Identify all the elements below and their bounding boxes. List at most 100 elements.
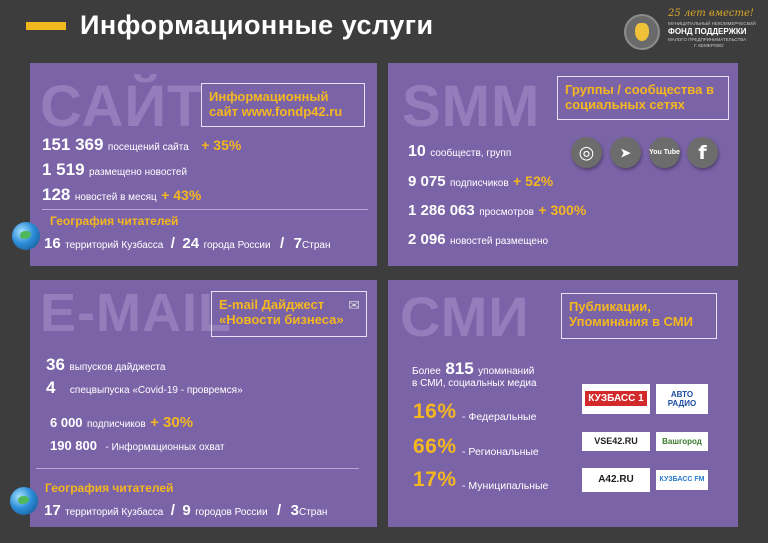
email-geo-slash-2: / — [277, 502, 282, 519]
email-subs-label: подписчиков — [87, 419, 146, 430]
site-heading: Информационный сайт www.fondp42.ru — [201, 83, 365, 127]
site-ghost-label: САЙТ — [40, 74, 204, 139]
site-monthly-row: 128 новостей в месяц + 43% — [42, 185, 201, 205]
vashgorod-logo[interactable]: Вашгород — [656, 432, 708, 451]
globe-icon — [12, 222, 40, 250]
smm-subscribers-label: подписчиков — [450, 178, 509, 189]
logo-line-2: ФОНД ПОДДЕРЖКИ — [668, 27, 747, 36]
site-visits-growth: + 35% — [201, 137, 242, 153]
smm-posted-value: 2 096 — [408, 231, 446, 248]
site-geo-territories-value: 16 — [44, 235, 61, 252]
email-heading-text: E-mail Дайджест «Новости бизнеса» — [219, 297, 344, 327]
email-geo-cities-label: городов России — [195, 507, 268, 518]
email-geo-countries-value: 3 — [290, 502, 299, 519]
site-geo-cities-label: города России — [203, 240, 271, 251]
email-geo-slash-1: / — [170, 502, 175, 519]
logo-anniversary: 25 лет вместе! — [668, 8, 754, 19]
smm-subscribers-value: 9 075 — [408, 173, 446, 190]
email-reach-label: - Информационных охват — [105, 442, 225, 453]
email-divider — [36, 468, 359, 469]
youtube-icon[interactable]: You Tube — [649, 137, 680, 168]
smm-views-value: 1 286 063 — [408, 202, 475, 219]
site-geo-slash-1: / — [170, 235, 175, 252]
smi-regional-pct: 66% — [413, 435, 457, 458]
fund-logo: 25 лет вместе! МУНИЦИПАЛЬНЫЙ НЕКОММЕРЧЕС… — [624, 8, 764, 54]
email-geo-cities-value: 9 — [182, 502, 191, 519]
smm-subscribers-growth: + 52% — [513, 173, 554, 189]
email-special-row: 4 спецвыпуска «Covid-19 - провремся» — [46, 378, 243, 398]
smi-municipal-label: - Муниципальные — [462, 480, 549, 492]
smi-ghost-label: СМИ — [400, 285, 530, 348]
smi-federal-pct: 16% — [413, 400, 457, 423]
email-geo-title: География читателей — [45, 481, 174, 495]
site-monthly-growth: + 43% — [161, 187, 202, 203]
email-subs-row: 6 000 подписчиков + 30% — [50, 414, 193, 432]
email-heading: E-mail Дайджест «Новости бизнеса» ✉ — [211, 291, 367, 337]
site-news-value: 1 519 — [42, 160, 85, 179]
smm-communities-row: 10 сообществ, групп — [408, 143, 511, 161]
email-geo-countries-label: Стран — [298, 507, 328, 518]
envelope-icon: ✉ — [348, 297, 360, 313]
smi-federal-label: - Федеральные — [462, 411, 537, 423]
email-special-label: спецвыпуска «Covid-19 - провремся» — [69, 385, 243, 396]
smi-mentions-prefix: Более — [412, 366, 441, 377]
site-divider — [42, 209, 368, 210]
telegram-icon[interactable]: ➤ — [610, 137, 641, 168]
site-geo-slash-2: / — [280, 235, 285, 252]
globe-icon — [10, 487, 38, 515]
smm-views-label: просмотров — [479, 207, 534, 218]
logo-line-1: МУНИЦИПАЛЬНЫЙ НЕКОММЕРЧЕСКИЙ — [668, 21, 756, 26]
vse42-logo[interactable]: VSE42.RU — [582, 432, 650, 451]
site-news-label: размещено новостей — [89, 167, 188, 178]
email-ghost-label: E-MAIL — [40, 283, 232, 343]
smm-views-row: 1 286 063 просмотров + 300% — [408, 202, 586, 220]
page-title: Информационные услуги — [80, 10, 434, 40]
email-subs-growth: + 30% — [150, 414, 194, 431]
email-reach-row: 190 800 - Информационных охват — [50, 437, 225, 455]
smm-posted-label: новостей размещено — [450, 236, 549, 247]
smi-mentions-row: Более 815 упоминаний — [412, 359, 534, 379]
logo-line-3: МАЛОГО ПРЕДПРИНИМАТЕЛЬСТВА — [668, 37, 747, 42]
smm-views-growth: + 300% — [538, 202, 587, 218]
smm-heading: Группы / сообщества в социальных сетях — [557, 76, 729, 120]
a42-logo[interactable]: А42.RU — [582, 468, 650, 492]
email-panel: E-MAIL E-mail Дайджест «Новости бизнеса»… — [30, 280, 377, 527]
site-geo-countries-label: Стран — [302, 240, 331, 251]
smi-heading: Публикации, Упоминания в СМИ — [561, 293, 717, 339]
smm-ghost-label: SMM — [402, 74, 541, 139]
email-issues-label: выпусков дайджеста — [69, 362, 166, 373]
email-subs-value: 6 000 — [50, 415, 83, 430]
site-geo-territories-label: территорий Кузбасса — [65, 240, 164, 251]
site-visits-label: посещений сайта — [107, 142, 189, 153]
fund-emblem-icon — [624, 14, 660, 50]
smi-municipal-pct: 17% — [413, 468, 457, 491]
site-geo-countries-value: 7 — [293, 235, 303, 252]
instagram-icon[interactable]: ◎ — [571, 137, 602, 168]
site-monthly-value: 128 — [42, 185, 71, 204]
smm-subscribers-row: 9 075 подписчиков + 52% — [408, 173, 553, 191]
email-issues-value: 36 — [46, 355, 65, 374]
title-accent-bar — [26, 22, 66, 30]
email-issues-row: 36 выпусков дайджеста — [46, 355, 165, 375]
email-reach-value: 190 800 — [50, 438, 97, 453]
avtoradio-logo[interactable]: АВТО РАДИО — [656, 384, 708, 414]
site-visits-row: 151 369 посещений сайта + 35% — [42, 135, 241, 155]
email-geo-row: 17 территорий Кузбасса / 9 городов Росси… — [44, 502, 327, 520]
smi-mentions-line2: в СМИ, социальных медиа — [412, 378, 537, 389]
site-monthly-label: новостей в месяц — [74, 192, 157, 203]
smm-communities-label: сообществ, групп — [430, 148, 512, 159]
smm-posted-row: 2 096 новостей размещено — [408, 231, 548, 249]
smm-communities-value: 10 — [408, 143, 426, 160]
site-panel: САЙТ Информационный сайт www.fondp42.ru … — [30, 63, 377, 266]
smi-regional-label: - Региональные — [462, 446, 539, 458]
email-special-value: 4 — [46, 378, 56, 397]
kuzbass-fm-logo[interactable]: КУЗБАСС FM — [656, 470, 708, 490]
site-news-row: 1 519 размещено новостей — [42, 160, 187, 180]
facebook-icon[interactable]: f — [687, 137, 718, 168]
smm-panel: SMM Группы / сообщества в социальных сет… — [388, 63, 738, 266]
smi-mentions-label: упоминаний — [478, 366, 535, 377]
email-geo-territories-value: 17 — [44, 502, 61, 519]
site-visits-value: 151 369 — [42, 135, 104, 154]
kuzbass1-logo[interactable]: КУЗБАСС 1 — [582, 384, 650, 414]
smi-mentions-value: 815 — [445, 359, 474, 378]
